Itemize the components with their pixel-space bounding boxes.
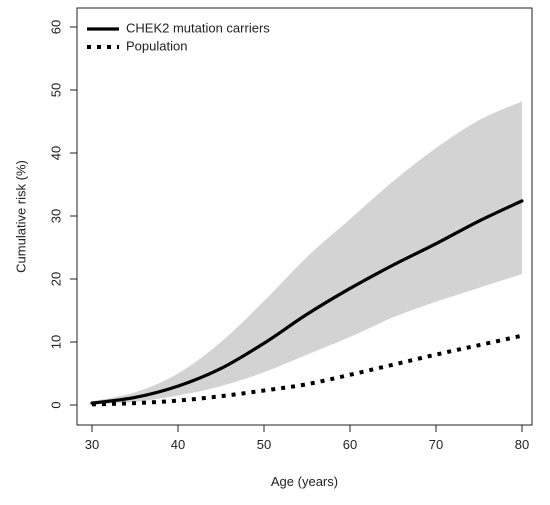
legend: CHEK2 mutation carriers Population [87,20,270,53]
confidence-band-layer [92,101,522,405]
y-tick-label: 10 [48,335,63,349]
y-tick-label: 30 [48,209,63,223]
x-axis: 30 40 50 60 70 80 [85,425,529,452]
y-axis: 0 10 20 30 40 50 60 [48,20,77,409]
x-tick-label: 50 [257,437,271,452]
x-tick-label: 70 [429,437,443,452]
x-axis-title: Age (years) [271,474,338,489]
legend-label: CHEK2 mutation carriers [126,20,270,35]
y-tick-label: 0 [48,401,63,408]
y-tick-label: 60 [48,20,63,34]
y-axis-title: Cumulative risk (%) [13,160,28,273]
series-line-chek2-carriers [90,199,524,405]
x-tick-label: 30 [85,437,99,452]
x-tick-label: 60 [343,437,357,452]
y-tick-label: 40 [48,146,63,160]
legend-label: Population [126,38,187,53]
y-tick-label: 50 [48,83,63,97]
x-tick-label: 80 [515,437,529,452]
x-tick-label: 40 [171,437,185,452]
series-layer [90,199,524,407]
confidence-band [92,101,522,405]
series-line-population [91,333,523,407]
y-tick-label: 20 [48,272,63,286]
